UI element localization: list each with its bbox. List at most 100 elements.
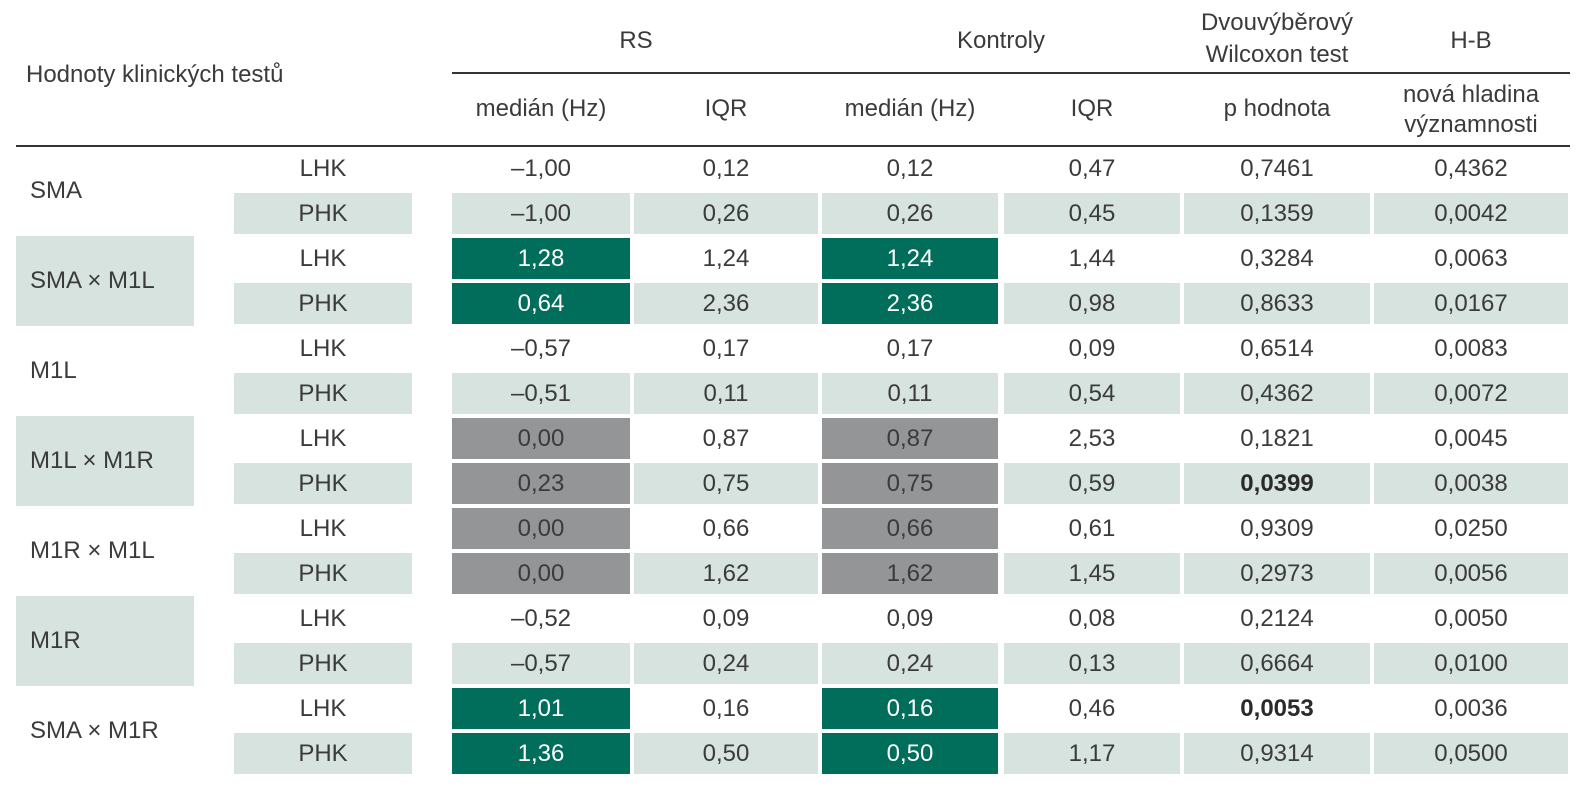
p-value-cell: 0,9309 xyxy=(1240,515,1314,542)
rs-median-cell: 1,36 xyxy=(452,733,630,774)
kontroly-median-cell: 0,75 xyxy=(822,463,998,504)
rs-median-cell: 0,23 xyxy=(452,463,630,504)
p-value-cell: 0,7461 xyxy=(1240,155,1314,182)
table-row: LHK –1,00 0,12 0,12 0,47 0,7461 0,4362 xyxy=(0,146,1582,191)
wilcoxon-header-line1: Dvouvýběrový xyxy=(1200,9,1354,36)
hb-cell: 0,0072 xyxy=(1374,373,1568,414)
rs-iqr-cell: 0,87 xyxy=(702,425,750,452)
side-cell: PHK xyxy=(234,193,412,234)
rs-median-cell: 0,64 xyxy=(452,283,630,324)
hb-cell: 0,0250 xyxy=(1434,515,1508,542)
p-value-cell: 0,6514 xyxy=(1240,335,1314,362)
rs-iqr-cell: 0,12 xyxy=(702,155,750,182)
kontroly-median-cell: 0,12 xyxy=(886,155,934,182)
side-cell: LHK xyxy=(299,425,347,452)
kontroly-iqr-cell: 1,44 xyxy=(1068,245,1116,272)
table-row: PHK 0,64 2,36 2,36 0,98 0,8633 0,0167 xyxy=(0,281,1582,326)
group-label: M1L × M1R xyxy=(16,416,194,506)
hb-cell: 0,0063 xyxy=(1434,245,1508,272)
rs-group-header: RS xyxy=(619,27,653,54)
rs-iqr-cell: 0,66 xyxy=(702,515,750,542)
rs-iqr-cell: 1,62 xyxy=(634,553,818,594)
hb-header: H-B xyxy=(1450,27,1492,54)
kontroly-iqr-cell: 0,13 xyxy=(1004,643,1180,684)
rs-iqr-cell: 2,36 xyxy=(634,283,818,324)
p-value-cell: 0,1821 xyxy=(1240,425,1314,452)
table-row: LHK –0,52 0,09 0,09 0,08 0,2124 0,0050 xyxy=(0,596,1582,641)
table-row: PHK –0,57 0,24 0,24 0,13 0,6664 0,0100 xyxy=(0,641,1582,686)
table-row: LHK 1,28 1,24 1,24 1,44 0,3284 0,0063 xyxy=(0,236,1582,281)
group-label: M1L xyxy=(30,357,77,384)
kontroly-median-cell: 0,87 xyxy=(822,418,998,459)
rs-median-cell: 0,00 xyxy=(452,553,630,594)
hb-significance-header-line2: významnosti xyxy=(1404,111,1538,138)
table-row: PHK 0,23 0,75 0,75 0,59 0,0399 0,0038 xyxy=(0,461,1582,506)
kontroly-median-cell: 0,66 xyxy=(822,508,998,549)
side-cell: PHK xyxy=(234,373,412,414)
hb-significance-header-line1: nová hladina xyxy=(1402,81,1540,108)
table-row: PHK 0,00 1,62 1,62 1,45 0,2973 0,0056 xyxy=(0,551,1582,596)
table-row: PHK –1,00 0,26 0,26 0,45 0,1359 0,0042 xyxy=(0,191,1582,236)
kontroly-iqr-cell: 0,47 xyxy=(1068,155,1116,182)
row-label-header: Hodnoty klinických testů xyxy=(26,61,284,88)
rs-median-cell: 1,28 xyxy=(452,238,630,279)
kontroly-iqr-cell: 1,17 xyxy=(1004,733,1180,774)
kontroly-median-cell: 1,62 xyxy=(822,553,998,594)
rs-median-cell: –0,57 xyxy=(510,335,572,362)
table-row: LHK 0,00 0,66 0,66 0,61 0,9309 0,0250 xyxy=(0,506,1582,551)
side-cell: PHK xyxy=(234,463,412,504)
rs-iqr-cell: 0,26 xyxy=(634,193,818,234)
rs-iqr-header: IQR xyxy=(704,95,748,122)
rs-iqr-cell: 1,24 xyxy=(702,245,750,272)
p-value-cell: 0,9314 xyxy=(1184,733,1370,774)
kontroly-iqr-cell: 0,45 xyxy=(1004,193,1180,234)
table-row: LHK 1,01 0,16 0,16 0,46 0,0053 0,0036 xyxy=(0,686,1582,731)
kontroly-iqr-cell: 0,08 xyxy=(1068,605,1116,632)
hb-cell: 0,0036 xyxy=(1434,695,1508,722)
kontroly-iqr-cell: 0,61 xyxy=(1068,515,1116,542)
side-cell: LHK xyxy=(299,155,347,182)
kontroly-iqr-cell: 2,53 xyxy=(1068,425,1116,452)
group-label: SMA xyxy=(30,177,83,204)
rs-median-cell: –0,51 xyxy=(452,373,630,414)
kontroly-iqr-header: IQR xyxy=(1070,95,1114,122)
p-value-cell: 0,0399 xyxy=(1184,463,1370,504)
kontroly-iqr-cell: 0,59 xyxy=(1004,463,1180,504)
hb-cell: 0,0050 xyxy=(1434,605,1508,632)
hb-cell: 0,0045 xyxy=(1434,425,1508,452)
kontroly-median-header: medián (Hz) xyxy=(844,95,976,122)
kontroly-median-cell: 0,11 xyxy=(822,373,998,414)
kontroly-median-cell: 1,24 xyxy=(822,238,998,279)
header-bottom-rule xyxy=(16,145,1570,147)
table-row: PHK 1,36 0,50 0,50 1,17 0,9314 0,0500 xyxy=(0,731,1582,776)
hb-cell: 0,0167 xyxy=(1374,283,1568,324)
rs-median-header: medián (Hz) xyxy=(475,95,607,122)
header-divider xyxy=(452,72,1570,74)
kontroly-iqr-cell: 1,45 xyxy=(1004,553,1180,594)
kontroly-median-cell: 0,50 xyxy=(822,733,998,774)
table-row: LHK –0,57 0,17 0,17 0,09 0,6514 0,0083 xyxy=(0,326,1582,371)
side-cell: PHK xyxy=(234,733,412,774)
group-label: M1R xyxy=(16,596,194,686)
hb-cell: 0,0042 xyxy=(1374,193,1568,234)
side-cell: LHK xyxy=(299,515,347,542)
side-cell: PHK xyxy=(234,643,412,684)
group-label: SMA × M1R xyxy=(30,717,159,744)
kontroly-median-cell: 2,36 xyxy=(822,283,998,324)
wilcoxon-header-line2: Wilcoxon test xyxy=(1205,41,1349,68)
p-value-cell: 0,6664 xyxy=(1184,643,1370,684)
p-value-cell: 0,2973 xyxy=(1184,553,1370,594)
p-value-cell: 0,4362 xyxy=(1184,373,1370,414)
hb-cell: 0,0500 xyxy=(1374,733,1568,774)
hb-cell: 0,4362 xyxy=(1434,155,1508,182)
kontroly-median-cell: 0,26 xyxy=(822,193,998,234)
hb-cell: 0,0083 xyxy=(1434,335,1508,362)
rs-iqr-cell: 0,75 xyxy=(634,463,818,504)
hb-cell: 0,0056 xyxy=(1374,553,1568,594)
rs-median-cell: –1,00 xyxy=(510,155,572,182)
rs-iqr-cell: 0,11 xyxy=(634,373,818,414)
kontroly-iqr-cell: 0,46 xyxy=(1068,695,1116,722)
side-cell: PHK xyxy=(234,553,412,594)
rs-median-cell: 0,00 xyxy=(452,418,630,459)
side-cell: PHK xyxy=(234,283,412,324)
